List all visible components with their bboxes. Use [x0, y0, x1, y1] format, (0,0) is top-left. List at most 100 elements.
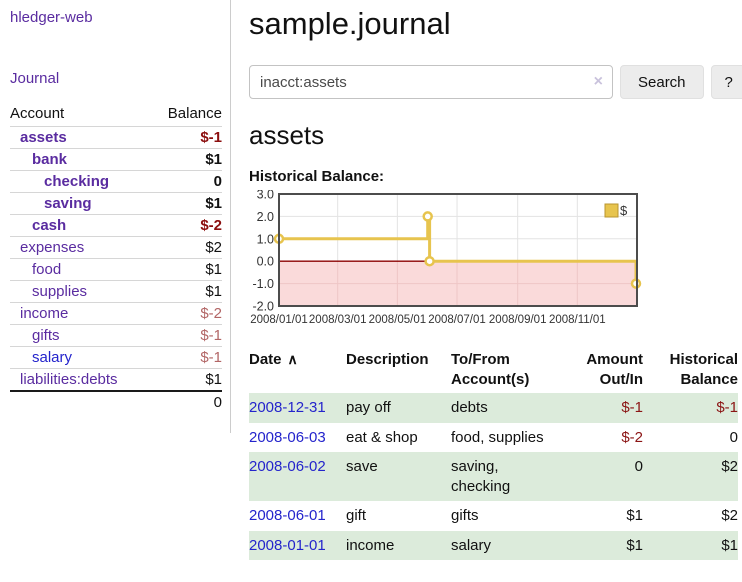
accounts-total-row: 0 — [10, 390, 222, 413]
account-row: cash $-2 — [10, 214, 222, 237]
account-heading: assets — [249, 120, 325, 150]
accounts-header-balance: Balance — [167, 105, 222, 122]
search-input[interactable] — [249, 65, 613, 99]
register-header-label: To/From Account(s) — [451, 351, 530, 388]
transaction-date-link[interactable]: 2008-06-03 — [249, 428, 326, 446]
transaction-amount: $-1 — [561, 393, 643, 423]
sidebar-account-link[interactable]: assets — [20, 129, 67, 146]
y-axis-tick-label: 0.0 — [257, 255, 274, 269]
account-balance: 0 — [150, 170, 222, 193]
transaction-date-link[interactable]: 2008-06-01 — [249, 507, 326, 524]
transaction-row: 2008-01-01 income salary $1 $1 — [249, 530, 738, 560]
transaction-accounts: salary — [451, 530, 561, 560]
account-row: saving $1 — [10, 192, 222, 215]
account-row: income $-2 — [10, 302, 222, 325]
register-table: Date ∧ Description To/From Account(s) Amount… — [249, 348, 738, 560]
transaction-description: eat & shop — [346, 428, 418, 446]
account-balance: $1 — [150, 258, 222, 281]
transaction-amount: $-2 — [621, 428, 643, 446]
account-balance: $-1 — [150, 126, 222, 149]
sidebar-account-link[interactable]: salary — [32, 349, 73, 366]
sort-ascending-icon: ∧ — [287, 351, 298, 367]
sidebar-account-link[interactable]: expenses — [20, 239, 85, 256]
register-header-historical-balance: Historical Balance — [643, 348, 738, 393]
data-point-marker — [424, 255, 435, 267]
register-header-label: Amount Out/In — [586, 351, 643, 388]
register-header-label: Date — [249, 351, 282, 368]
register-header-label: Historical Balance — [669, 351, 738, 388]
sidebar-account-link[interactable]: food — [32, 261, 62, 278]
transaction-amount: 0 — [561, 452, 643, 501]
sidebar-item-journal[interactable]: Journal — [10, 70, 60, 87]
accounts-total-spacer — [10, 390, 151, 413]
page-title: sample.journal — [249, 6, 451, 41]
sidebar-account-link[interactable]: saving — [44, 195, 92, 212]
accounts-header-row: Account Balance — [10, 102, 222, 127]
x-axis-tick-label: 2008/09/01 — [489, 314, 547, 326]
accounts-header-account: Account — [10, 105, 65, 122]
account-balance: $1 — [150, 192, 222, 215]
transaction-balance: $1 — [643, 530, 738, 560]
help-button[interactable]: ? — [710, 65, 742, 99]
transaction-date-link[interactable]: 2008-01-01 — [249, 536, 326, 554]
x-axis-tick-label: 2008/03/01 — [309, 314, 367, 326]
sidebar-account-link[interactable]: gifts — [32, 327, 60, 344]
main-content: sample.journal × Search ? assets Histori… — [231, 0, 742, 560]
transaction-balance: $-1 — [643, 393, 738, 423]
accounts-total-value: 0 — [150, 390, 222, 413]
account-balance: $1 — [150, 368, 222, 391]
clear-search-icon[interactable]: × — [593, 73, 603, 90]
transaction-date-link[interactable]: 2008-12-31 — [249, 399, 326, 416]
account-balance: $2 — [150, 236, 222, 259]
plot-border — [278, 193, 638, 307]
transaction-balance: $2 — [721, 507, 738, 524]
account-row: food $1 — [10, 258, 222, 281]
sidebar-account-link[interactable]: income — [20, 305, 69, 322]
account-row: liabilities:debts $1 — [10, 368, 222, 391]
sidebar: hledger-web Journal Account Balance asse… — [0, 0, 231, 433]
transaction-amount: $1 — [561, 530, 643, 560]
y-axis-tick-label: -1.0 — [252, 277, 274, 291]
legend-swatch — [604, 203, 619, 218]
y-axis-tick-label: 1.0 — [257, 232, 274, 246]
data-point-marker — [422, 211, 433, 222]
transaction-row: 2008-06-03 eat & shop food, supplies $-2 0 — [249, 423, 738, 453]
account-balance: $1 — [150, 280, 222, 303]
sidebar-account-link[interactable]: liabilities:debts — [20, 371, 118, 388]
sidebar-account-link[interactable]: checking — [44, 173, 110, 190]
register-header-date[interactable]: Date ∧ — [249, 348, 346, 393]
x-axis-tick-label: 2008/11/01 — [549, 314, 606, 326]
chart-title: Historical Balance: — [249, 168, 385, 185]
transaction-description: gift — [346, 507, 367, 524]
x-axis-tick-label: 2008/01/01 — [250, 314, 308, 326]
account-balance: $-1 — [150, 324, 222, 347]
app-title-link[interactable]: hledger-web — [10, 9, 93, 26]
account-row: gifts $-1 — [10, 324, 222, 347]
sidebar-account-link[interactable]: supplies — [32, 283, 88, 300]
accounts-table: Account Balance assets $-1 bank $1 checking 0… — [10, 102, 222, 413]
transaction-row: 2008-06-02 save saving, checking 0 $2 — [249, 452, 738, 501]
register-header-label: Description — [346, 351, 429, 368]
account-row: expenses $2 — [10, 236, 222, 259]
transaction-row: 2008-06-01 gift gifts $1 $2 — [249, 501, 738, 531]
account-row: supplies $1 — [10, 280, 222, 303]
transaction-row: 2008-12-31 pay off debts $-1 $-1 — [249, 393, 738, 423]
y-axis-tick-label: 2.0 — [257, 210, 274, 224]
transaction-date-link[interactable]: 2008-06-02 — [249, 458, 326, 475]
account-row: salary $-1 — [10, 346, 222, 369]
account-row: bank $1 — [10, 148, 222, 171]
search-bar: × Search ? — [249, 65, 742, 99]
historical-balance-chart: $3.0 2.0 1.0 0.0 -1.0 -2.0 2008/01/01 2008/03/0… — [249, 188, 742, 336]
transaction-description: income — [346, 530, 451, 560]
legend-label: $ — [620, 203, 628, 218]
sidebar-account-link[interactable]: bank — [32, 151, 68, 168]
search-button[interactable]: Search — [620, 65, 704, 99]
account-balance: $-2 — [150, 214, 222, 237]
y-axis-tick-label: 3.0 — [257, 190, 274, 202]
account-row: assets $-1 — [10, 126, 222, 149]
sidebar-account-link[interactable]: cash — [32, 217, 67, 234]
transaction-description: pay off — [346, 393, 451, 423]
register-header-amount-out-in: Amount Out/In — [561, 348, 643, 393]
x-axis-tick-label: 2008/05/01 — [369, 314, 427, 326]
transaction-accounts: food, supplies — [451, 428, 544, 446]
